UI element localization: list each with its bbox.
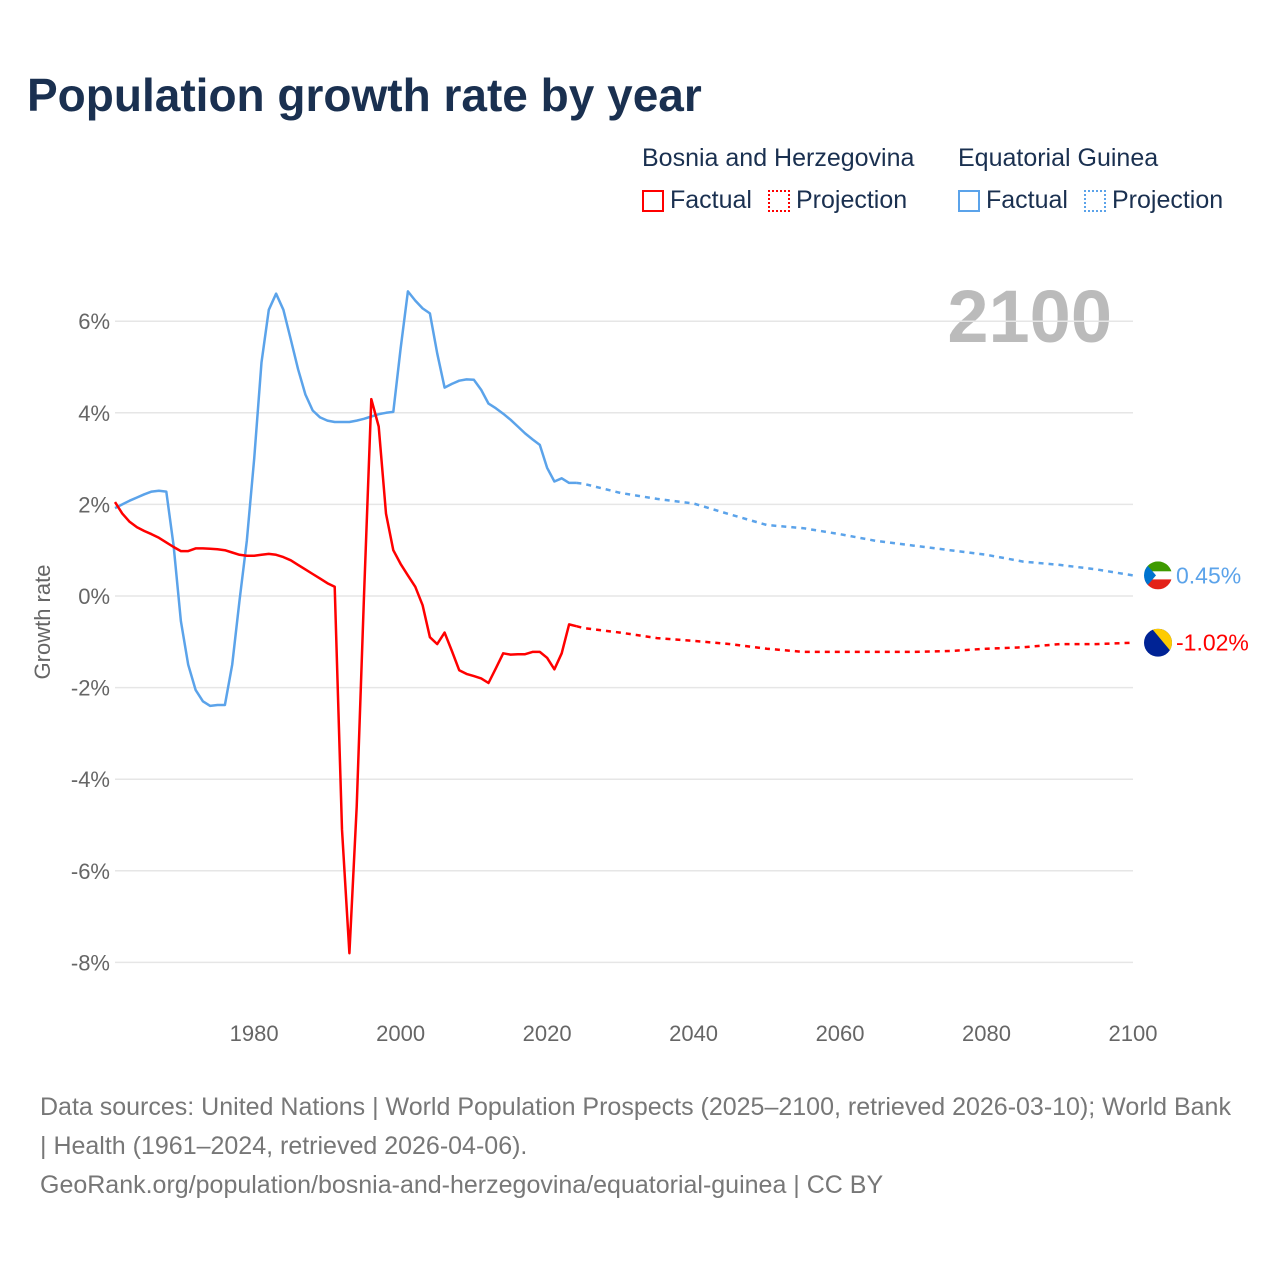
x-tick-label: 2040 bbox=[669, 1021, 718, 1046]
legend-bosnia: Bosnia and Herzegovina Factual Projectio… bbox=[642, 144, 914, 215]
legend-label: Factual bbox=[670, 186, 752, 214]
x-tick-label: 2080 bbox=[962, 1021, 1011, 1046]
y-tick-label: 2% bbox=[78, 492, 110, 517]
bosnia-and-herzegovina-factual-line bbox=[113, 397, 577, 955]
bosnia-and-herzegovina-projection-line bbox=[576, 624, 1134, 654]
y-tick-label: 0% bbox=[78, 584, 110, 609]
legend-country: Equatorial Guinea bbox=[958, 144, 1159, 172]
flag-graphic bbox=[1144, 628, 1172, 657]
legend-bosnia-projection[interactable]: Projection bbox=[767, 186, 908, 215]
y-tick-label: -8% bbox=[71, 950, 110, 975]
x-tick-label: 2100 bbox=[1109, 1021, 1158, 1046]
chart-area: 2100 6% 4% 2% 0% -2% -4% -6% -8% 1980 2000 2020 204… bbox=[30, 275, 1249, 1046]
y-tick-label: -2% bbox=[71, 676, 110, 701]
x-tick-label: 2020 bbox=[523, 1021, 572, 1046]
legend-eqg-factual[interactable]: Factual bbox=[958, 186, 1068, 215]
equatorial-guinea-factual-line bbox=[114, 290, 577, 708]
flag-triangle bbox=[1144, 561, 1156, 590]
y-tick-label: 4% bbox=[78, 401, 110, 426]
y-axis-label: Growth rate bbox=[30, 565, 55, 680]
end-value-label: -1.02% bbox=[1176, 630, 1249, 656]
legend-equatorial-guinea: Equatorial Guinea Factual Projection bbox=[958, 144, 1223, 215]
y-tick-label: 6% bbox=[78, 309, 110, 334]
legend-label: Projection bbox=[795, 186, 908, 214]
solid-swatch-icon bbox=[642, 189, 664, 212]
flag-triangle bbox=[1152, 628, 1172, 653]
year-watermark: 2100 bbox=[947, 275, 1112, 358]
legend-eqg-projection[interactable]: Projection bbox=[1083, 186, 1224, 215]
dotted-swatch-icon bbox=[767, 189, 790, 212]
end-value-label: 0.45% bbox=[1176, 562, 1241, 588]
footer: Data sources: United Nations | World Pop… bbox=[40, 1088, 1240, 1205]
bosnia-flag-icon bbox=[1144, 628, 1172, 657]
equatorial-guinea-flag-icon bbox=[1144, 561, 1172, 590]
chart-title: Population growth rate by year bbox=[27, 69, 702, 121]
solid-swatch-icon bbox=[958, 189, 980, 212]
y-tick-label: -6% bbox=[71, 859, 110, 884]
flag-stripe-red bbox=[1144, 579, 1172, 590]
flag-stripe-green bbox=[1144, 561, 1172, 572]
flag-graphic bbox=[1144, 561, 1172, 590]
footer-link[interactable]: GeoRank.org/population/bosnia-and-herzeg… bbox=[40, 1171, 884, 1199]
equatorial-guinea-projection-line bbox=[576, 481, 1134, 577]
x-tick-label: 1980 bbox=[230, 1021, 279, 1046]
legend-bosnia-factual[interactable]: Factual bbox=[642, 186, 752, 215]
x-tick-label: 2000 bbox=[376, 1021, 425, 1046]
flag-stripe-white bbox=[1144, 571, 1172, 580]
data-sources: Data sources: United Nations | World Pop… bbox=[40, 1093, 1231, 1160]
legend-label: Projection bbox=[1111, 186, 1224, 214]
dotted-swatch-icon bbox=[1083, 189, 1106, 212]
legend-country: Bosnia and Herzegovina bbox=[642, 144, 915, 172]
legend-label: Factual bbox=[986, 186, 1068, 214]
x-tick-label: 2060 bbox=[816, 1021, 865, 1046]
y-tick-label: -4% bbox=[71, 767, 110, 792]
